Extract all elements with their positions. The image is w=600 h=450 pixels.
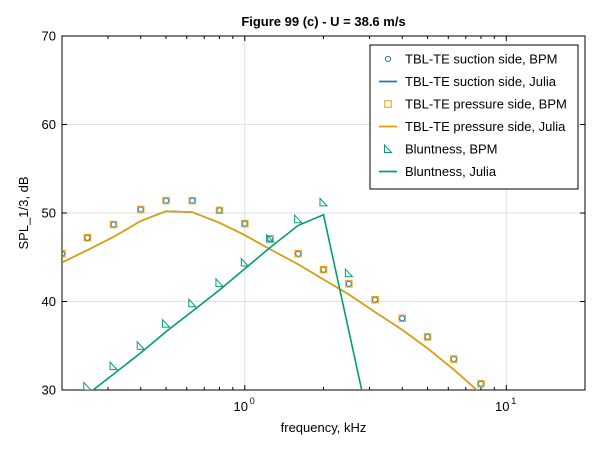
- data-point-s0-0: [62, 250, 66, 257]
- x-tick-label: 10: [495, 399, 509, 414]
- data-point-s0-16: [477, 380, 485, 387]
- data-point-s4-4: [188, 298, 197, 308]
- legend-label-4: Bluntness, BPM: [405, 142, 498, 157]
- lines-group: [62, 210, 479, 390]
- data-point-s4-3: [162, 318, 171, 328]
- legend-label-1: TBL-TE suction side, Julia: [405, 74, 557, 89]
- y-tick-label: 40: [42, 294, 56, 309]
- data-point-s0-13: [399, 315, 406, 322]
- markers-group: [62, 196, 485, 390]
- legend-swatch-0: [384, 55, 392, 63]
- y-tick-label: 70: [42, 29, 56, 44]
- data-point-s2-0: [62, 250, 66, 258]
- legend-label-0: TBL-TE suction side, BPM: [405, 52, 557, 67]
- series-layer: [62, 196, 485, 390]
- data-point-s2-4: [162, 196, 170, 205]
- data-point-s2-12: [371, 296, 379, 304]
- data-point-s0-3: [137, 206, 144, 213]
- legend-swatch-4: [384, 143, 393, 153]
- data-point-s4-5: [215, 277, 225, 287]
- data-point-s0-9: [295, 250, 302, 257]
- data-point-s2-2: [109, 220, 118, 229]
- series-line-5: [91, 213, 363, 390]
- data-point-s2-13: [398, 314, 406, 323]
- data-point-s2-6: [215, 206, 224, 215]
- series-line-3: [62, 210, 479, 390]
- data-point-s2-11: [345, 280, 353, 288]
- legend-label-5: Bluntness, Julia: [405, 164, 497, 179]
- data-point-s0-6: [216, 207, 223, 214]
- legend-label-2: TBL-TE pressure side, BPM: [405, 97, 567, 112]
- x-axis-label: frequency, kHz: [281, 420, 367, 435]
- x-tick-label: 10: [234, 399, 248, 414]
- data-point-s0-12: [371, 296, 379, 303]
- data-point-s4-8: [294, 213, 303, 224]
- data-point-s2-14: [423, 333, 432, 341]
- data-point-s4-1: [109, 360, 119, 371]
- data-point-s0-10: [320, 266, 327, 273]
- data-point-s4-2: [136, 340, 146, 350]
- data-point-s2-7: [241, 219, 249, 228]
- y-axis-label: SPL_1/3, dB: [16, 177, 31, 250]
- data-point-s4-10: [344, 267, 354, 278]
- data-point-s4-0: [83, 381, 92, 390]
- data-point-s2-1: [83, 234, 92, 242]
- data-point-s0-15: [450, 355, 457, 363]
- data-point-s2-10: [319, 265, 328, 274]
- data-point-s4-9: [319, 197, 329, 207]
- x-tick-exponent: 1: [511, 396, 516, 406]
- data-point-s0-14: [424, 333, 431, 340]
- data-point-s0-1: [84, 234, 91, 241]
- data-point-s2-15: [450, 355, 458, 363]
- chart-title: Figure 99 (c) - U = 38.6 m/s: [241, 14, 405, 29]
- data-point-s4-7: [266, 233, 275, 243]
- y-tick-label: 50: [42, 206, 56, 221]
- data-point-s2-3: [137, 205, 145, 214]
- data-point-s0-5: [189, 197, 196, 204]
- x-tick-exponent: 0: [250, 396, 255, 406]
- data-point-s2-5: [188, 196, 197, 205]
- data-point-s2-9: [294, 250, 302, 258]
- data-point-s0-7: [241, 220, 248, 227]
- legend-swatch-2: [384, 100, 392, 108]
- y-tick-label: 60: [42, 117, 56, 132]
- data-point-s0-11: [345, 280, 352, 287]
- data-point-s2-16: [477, 380, 485, 388]
- legend: TBL-TE suction side, BPM TBL-TE suction s…: [369, 44, 579, 190]
- legend-box: [369, 44, 579, 190]
- data-point-s0-8: [267, 235, 274, 242]
- data-point-s0-4: [162, 197, 170, 204]
- data-point-s4-6: [240, 257, 250, 267]
- legend-label-3: TBL-TE pressure side, Julia: [405, 119, 566, 134]
- y-tick-label: 30: [42, 383, 56, 398]
- data-point-s0-2: [110, 221, 117, 228]
